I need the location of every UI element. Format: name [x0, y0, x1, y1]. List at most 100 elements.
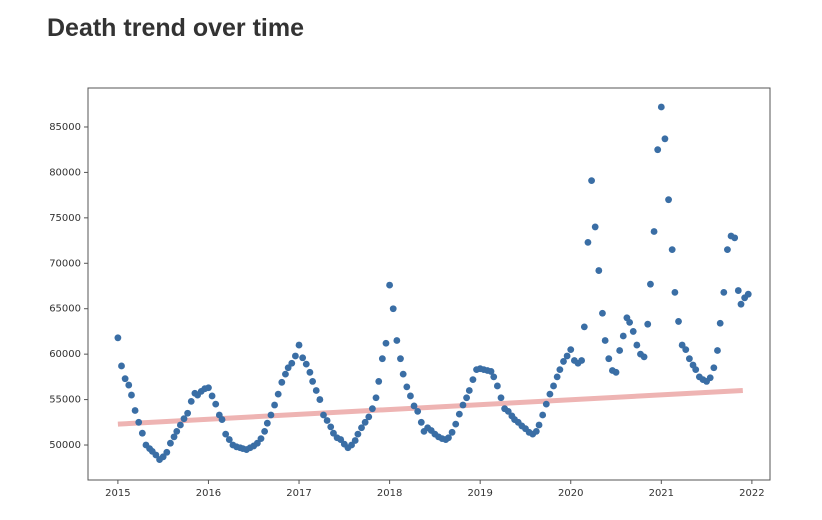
point [542, 400, 550, 408]
y-tick-label: 75000 [49, 213, 81, 224]
point [282, 370, 289, 378]
point [163, 448, 171, 456]
point [553, 373, 561, 381]
point [368, 405, 376, 413]
x-tick-label: 2016 [196, 488, 221, 499]
point [309, 378, 317, 385]
point [452, 420, 460, 428]
point [159, 453, 167, 461]
point [399, 370, 407, 378]
point [626, 318, 634, 326]
point [644, 320, 652, 328]
point [588, 177, 595, 184]
x-tick-label: 2020 [558, 488, 583, 499]
point [386, 281, 394, 289]
point [170, 433, 178, 441]
point [463, 394, 470, 402]
point [121, 375, 129, 383]
point [619, 332, 627, 340]
point [225, 436, 233, 443]
point [734, 287, 742, 294]
point [584, 238, 592, 246]
point [657, 103, 665, 111]
point [354, 430, 362, 438]
point [556, 366, 564, 373]
point [187, 398, 195, 405]
point [668, 246, 676, 254]
point [218, 416, 226, 423]
point [407, 392, 414, 400]
point [417, 418, 425, 426]
point [295, 341, 303, 349]
point [278, 378, 286, 386]
point [504, 407, 512, 415]
point [493, 382, 501, 390]
point [176, 421, 184, 429]
point [714, 347, 721, 354]
point [135, 418, 143, 426]
x-tick-label: 2015 [105, 488, 130, 499]
point [650, 228, 658, 235]
point [271, 401, 278, 409]
point [253, 439, 261, 447]
point [459, 401, 467, 409]
point [263, 419, 271, 427]
point [410, 402, 418, 410]
point [173, 427, 181, 435]
point [323, 417, 331, 424]
point [125, 381, 133, 389]
point [378, 355, 386, 363]
x-tick-label: 2017 [286, 488, 311, 499]
point [685, 355, 693, 363]
point [563, 352, 571, 360]
point [612, 368, 620, 376]
point [647, 280, 654, 288]
point [535, 421, 543, 429]
point [348, 441, 355, 449]
x-tick-label: 2021 [649, 488, 674, 499]
point [665, 196, 672, 204]
point [744, 290, 752, 298]
point [671, 288, 679, 296]
point [731, 234, 739, 242]
y-tick-label: 65000 [49, 304, 81, 315]
point [361, 418, 369, 426]
point [330, 429, 337, 437]
point [222, 430, 230, 438]
point [288, 359, 296, 367]
point [678, 341, 686, 349]
point [599, 309, 606, 317]
point [640, 353, 648, 361]
y-tick-label: 80000 [49, 167, 81, 178]
y-tick-label: 85000 [49, 122, 81, 133]
point [114, 334, 122, 342]
point [208, 392, 216, 400]
point [382, 339, 390, 347]
point [184, 409, 192, 417]
point [448, 428, 456, 436]
point [167, 439, 174, 447]
point [616, 347, 624, 354]
point [261, 427, 269, 435]
point [118, 362, 125, 370]
point [465, 387, 473, 394]
point [706, 374, 714, 382]
point [487, 368, 495, 375]
point [550, 382, 557, 390]
point [180, 415, 188, 423]
point [306, 368, 314, 376]
point [302, 360, 310, 368]
point [337, 436, 345, 443]
point [532, 427, 540, 435]
point [591, 223, 599, 231]
point [138, 429, 146, 437]
point [546, 390, 554, 398]
y-tick-label: 55000 [49, 395, 81, 406]
point [403, 383, 411, 391]
point [539, 411, 547, 419]
point [284, 364, 292, 372]
point [205, 384, 212, 392]
point [490, 373, 498, 381]
point [724, 246, 731, 254]
